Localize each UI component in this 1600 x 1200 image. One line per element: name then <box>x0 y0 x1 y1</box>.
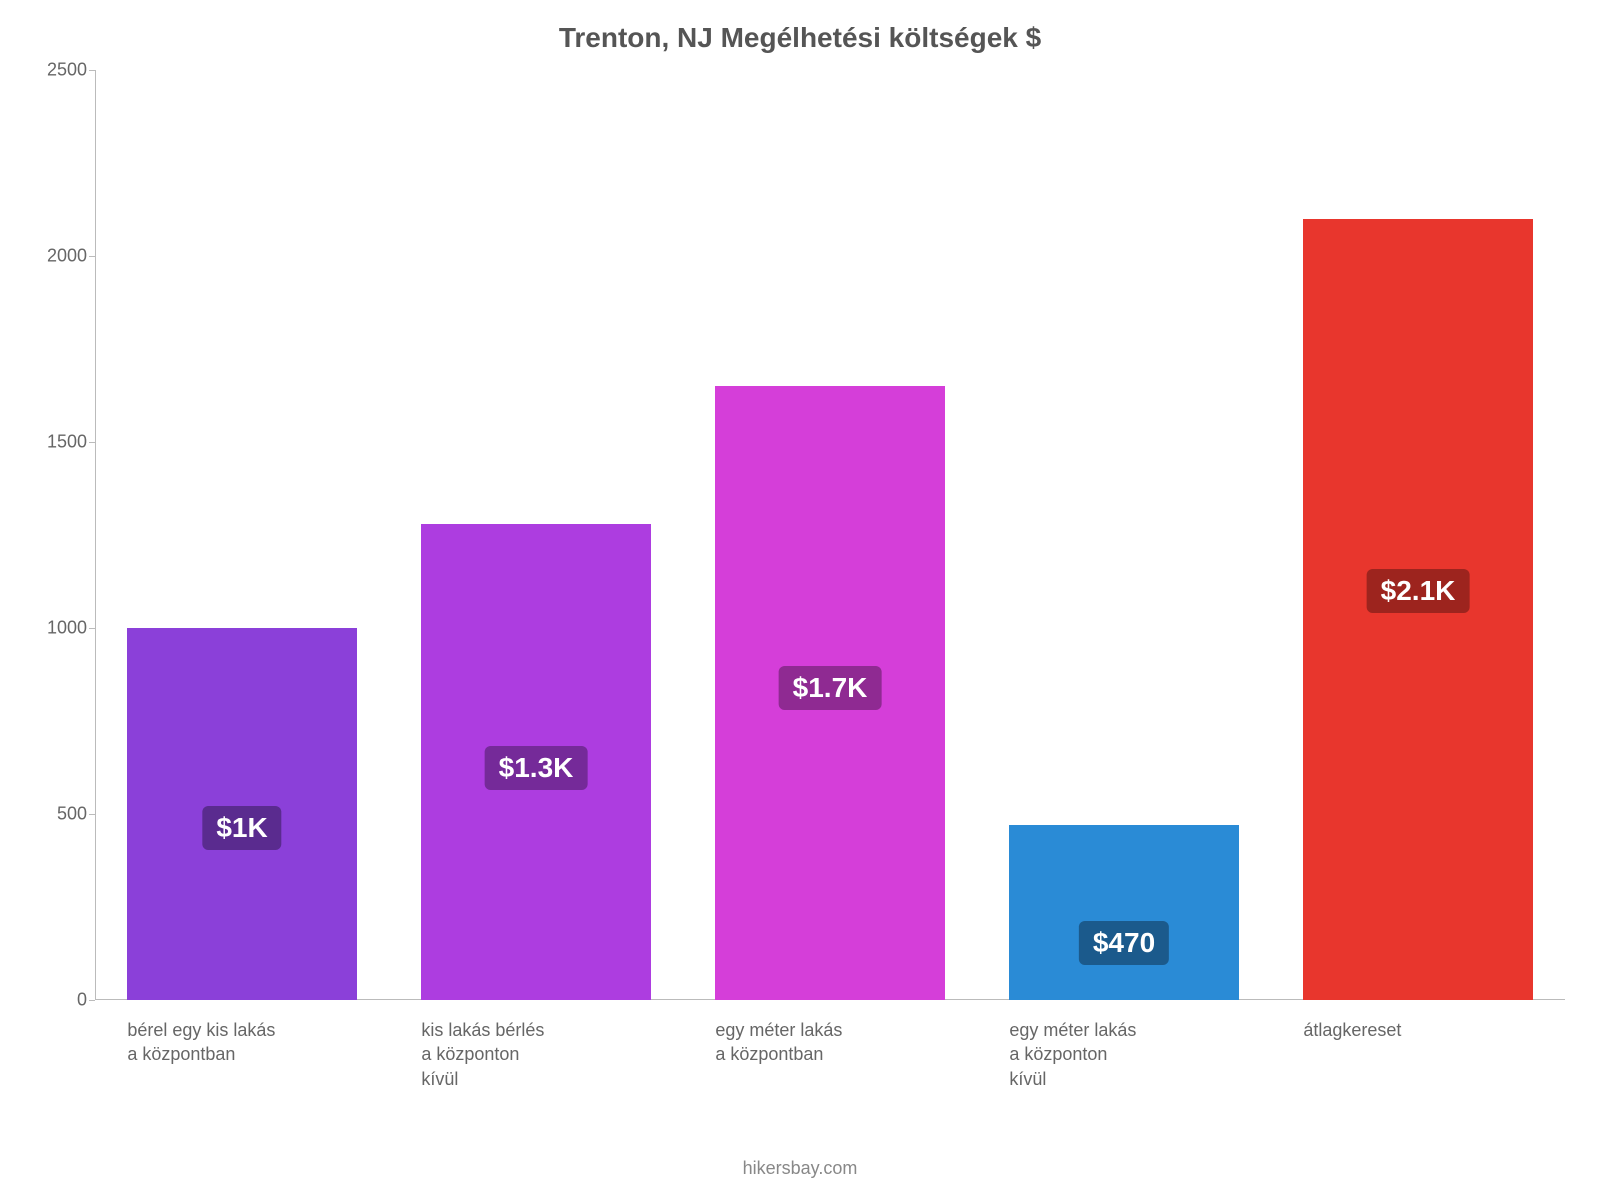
bar-value-badge: $2.1K <box>1367 569 1470 613</box>
bar-value-badge: $470 <box>1079 921 1169 965</box>
x-category-label: kis lakás bérlés a központon kívül <box>421 1018 650 1091</box>
y-tick-label: 500 <box>57 804 95 825</box>
bar <box>1009 825 1238 1000</box>
y-axis-line <box>95 70 96 1000</box>
chart-title: Trenton, NJ Megélhetési költségek $ <box>0 22 1600 54</box>
y-tick-label: 1500 <box>47 432 95 453</box>
y-tick-label: 2500 <box>47 60 95 81</box>
y-tick-label: 1000 <box>47 618 95 639</box>
bar-value-badge: $1K <box>202 806 281 850</box>
bar-value-badge: $1.7K <box>779 666 882 710</box>
chart-plot-area: 05001000150020002500$1Kbérel egy kis lak… <box>95 70 1565 1000</box>
x-category-label: átlagkereset <box>1303 1018 1532 1042</box>
attribution-text: hikersbay.com <box>0 1158 1600 1179</box>
x-category-label: egy méter lakás a központban <box>715 1018 944 1067</box>
x-category-label: egy méter lakás a központon kívül <box>1009 1018 1238 1091</box>
bar-value-badge: $1.3K <box>485 746 588 790</box>
y-tick-label: 2000 <box>47 246 95 267</box>
y-tick-label: 0 <box>77 990 95 1011</box>
x-category-label: bérel egy kis lakás a központban <box>127 1018 356 1067</box>
